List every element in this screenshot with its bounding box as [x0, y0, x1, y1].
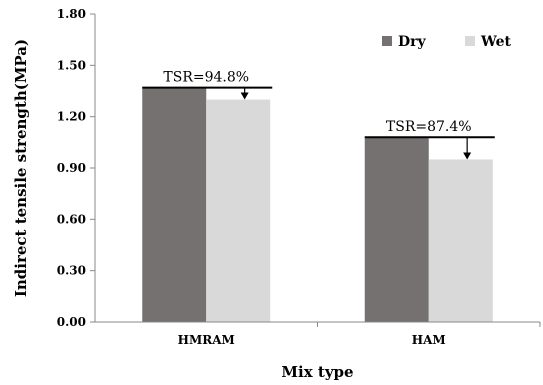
- y-tick-label: 0.30: [57, 264, 86, 278]
- tsr-annotations: TSR=94.8% TSR=87.4%: [142, 70, 495, 160]
- tsr-label: TSR=94.8%: [163, 70, 249, 86]
- legend-label-wet: Wet: [480, 34, 511, 50]
- y-tick-label: 1.80: [57, 7, 86, 21]
- legend-swatch-wet: [465, 36, 475, 46]
- y-axis-ticks: 0.00 0.30 0.60 0.90 1.20 1.50 1.80: [57, 7, 95, 329]
- bars: [142, 87, 493, 322]
- bar-dry-ham: [364, 137, 429, 322]
- tsr-arrow-head: [240, 92, 249, 100]
- x-tick-label: HAM: [412, 333, 446, 347]
- tsr-arrow-head: [463, 152, 472, 160]
- legend-label-dry: Dry: [398, 34, 427, 50]
- y-tick-label: 1.50: [57, 58, 86, 72]
- legend-swatch-dry: [382, 36, 392, 46]
- bar-wet-ham: [428, 159, 493, 322]
- x-axis-title: Mix type: [281, 363, 353, 381]
- legend: Dry Wet: [382, 34, 511, 50]
- x-axis-ticks: HMRAM HAM: [178, 322, 541, 347]
- y-tick-label: 0.00: [57, 315, 86, 329]
- tsr-label: TSR=87.4%: [386, 119, 472, 135]
- y-tick-label: 0.90: [57, 161, 86, 175]
- bar-wet-hmram: [206, 99, 271, 322]
- bar-dry-hmram: [142, 87, 207, 322]
- x-tick-label: HMRAM: [178, 333, 235, 347]
- y-tick-label: 0.60: [57, 212, 86, 226]
- y-axis-title: Indirect tensile strength(MPa): [12, 39, 30, 297]
- y-tick-label: 1.20: [57, 110, 86, 124]
